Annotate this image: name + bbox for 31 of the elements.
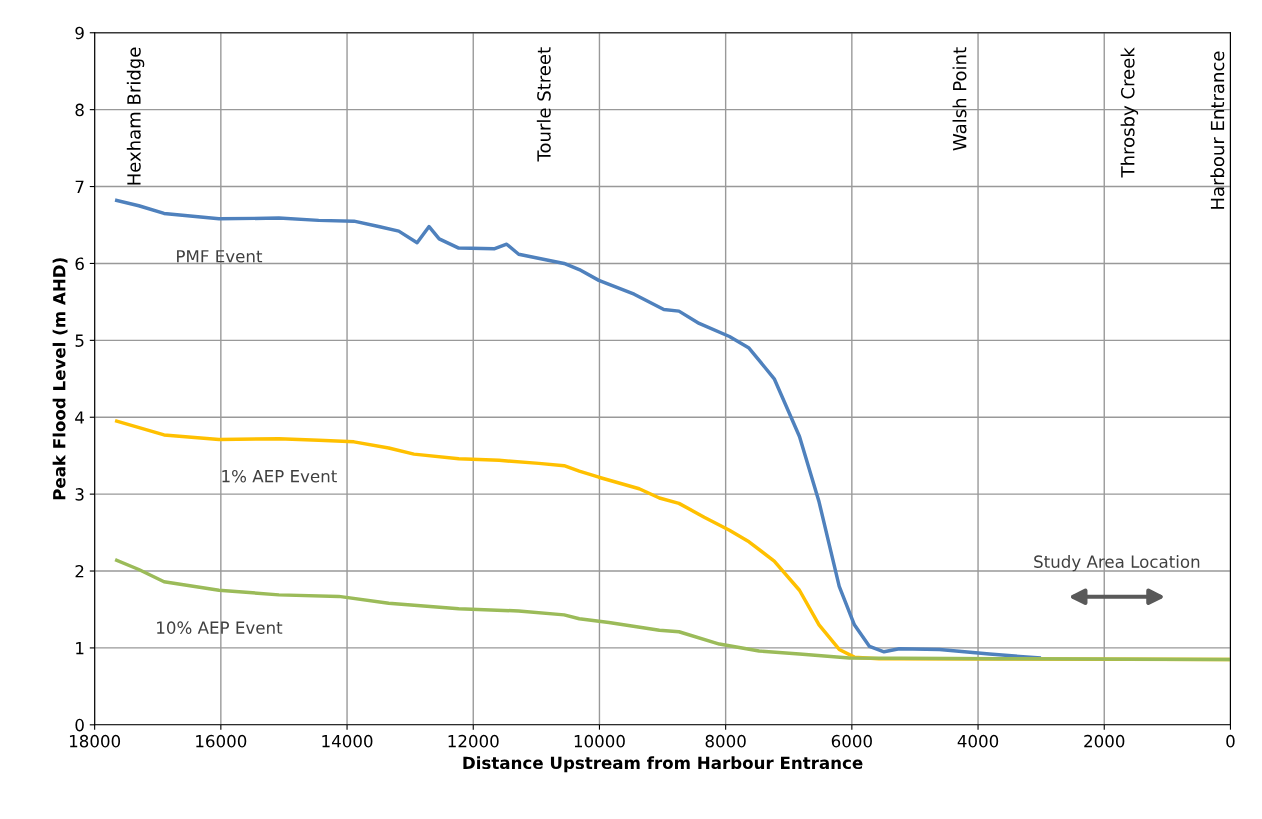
series-label: 10% AEP Event [157,621,283,634]
x-tick-label: 10000 [574,734,625,748]
y-tick-label: 7 [75,180,84,193]
y-tick-label: 8 [75,103,84,117]
series-label: 1% AEP Event [222,469,337,483]
y-tick-label: 2 [75,564,84,578]
x-tick-label: 6000 [831,734,872,748]
x-tick-label: 0 [1226,734,1235,748]
x-axis-title: Distance Upstream from Harbour Entrance [463,756,863,773]
x-tick-label: 12000 [448,734,499,748]
y-axis-title: Peak Flood Level (m AHD) [52,258,68,500]
annotation: Harbour Entrance [1210,51,1225,209]
annotation: Walsh Point [952,47,967,151]
x-tick-label: 2000 [1084,734,1125,748]
y-tick-label: 0 [75,718,84,732]
y-tick-label: 9 [75,26,84,40]
series-label: PMF Event [177,250,263,263]
x-tick-label: 4000 [957,734,999,748]
y-tick-label: 5 [75,334,84,347]
x-tick-label: 16000 [196,734,247,748]
y-tick-label: 3 [75,488,84,501]
annotation: Hexham Bridge [126,47,145,185]
y-tick-label: 1 [76,642,84,655]
x-tick-label: 14000 [322,734,373,748]
annotation: Study Area Location [1034,555,1200,572]
annotation: Tourle Street [536,47,551,162]
annotation: Throsby Creek [1120,47,1139,178]
x-tick-label: 18000 [69,734,121,748]
x-tick-label: 8000 [705,734,746,748]
y-tick-label: 4 [75,411,84,424]
y-tick-label: 6 [75,257,84,271]
